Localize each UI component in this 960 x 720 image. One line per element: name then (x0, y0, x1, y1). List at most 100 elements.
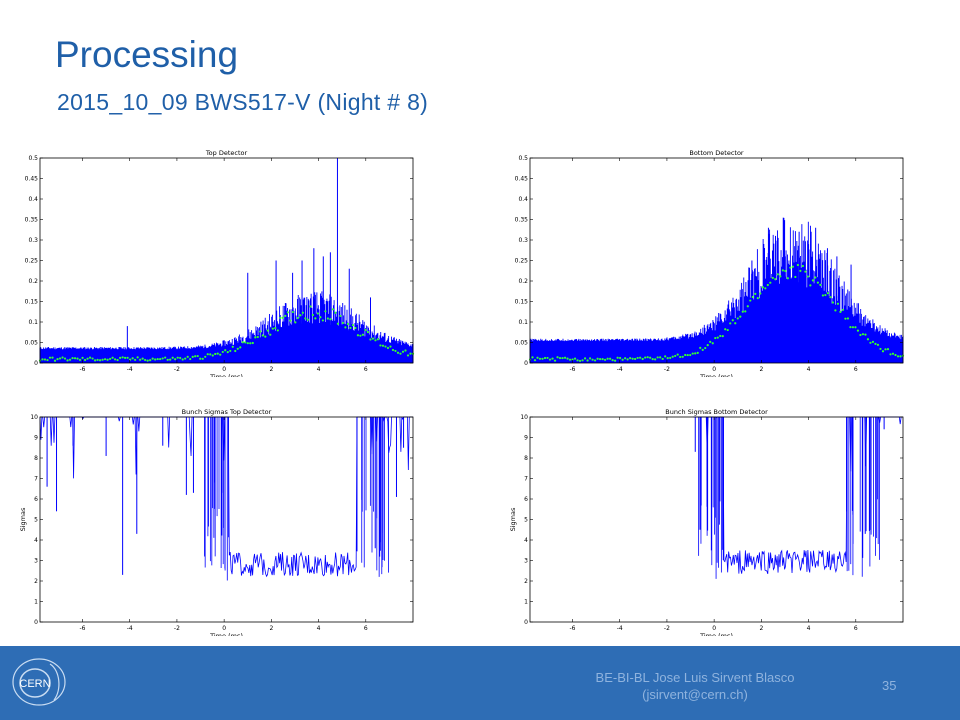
bunch-marker (146, 359, 149, 362)
y-tick-label: 10 (520, 414, 528, 421)
bunch-marker (856, 329, 860, 332)
bunch-marker (164, 356, 167, 359)
bunch-marker (724, 328, 727, 331)
bunch-marker (256, 335, 259, 339)
bunch-marker (729, 322, 732, 325)
chart-title: Top Detector (205, 149, 248, 157)
bunch-marker (149, 359, 152, 362)
data-layer (38, 158, 415, 363)
bunch-marker (86, 357, 89, 360)
bunch-marker (546, 356, 549, 360)
y-tick-label: 9 (34, 435, 38, 442)
bunch-marker (159, 357, 162, 361)
y-tick-label: 0.45 (515, 176, 529, 183)
x-axis-label: Time (ms) (699, 373, 733, 377)
bunch-marker (344, 326, 347, 329)
bunch-marker (61, 356, 64, 359)
y-tick-label: 0.1 (518, 319, 528, 326)
x-axis-label: Time (ms) (699, 632, 733, 636)
y-tick-label: 0.5 (518, 155, 528, 162)
bunch-marker (851, 326, 855, 329)
bunch-marker (879, 347, 882, 351)
page-number: 35 (882, 678, 897, 693)
bunch-marker (181, 358, 184, 361)
bunch-marker (669, 356, 672, 360)
y-tick-label: 4 (524, 537, 528, 544)
bunch-marker (846, 317, 850, 320)
y-tick-label: 8 (34, 455, 38, 462)
bunch-marker (536, 356, 539, 359)
y-tick-label: 0 (524, 360, 528, 367)
footer-author-email: (jsirvent@cern.ch) (642, 687, 748, 702)
bunch-marker (251, 341, 254, 345)
bunch-marker (241, 341, 244, 344)
x-tick-label: 2 (269, 625, 273, 632)
bunch-marker (244, 341, 247, 344)
bunch-marker (364, 328, 367, 332)
bunch-marker (553, 359, 557, 362)
bunch-marker (766, 283, 769, 287)
bunch-marker (756, 297, 759, 300)
bunch-marker (239, 346, 242, 349)
bunch-marker (384, 345, 387, 348)
footer-bar (0, 646, 960, 720)
bunch-marker (56, 358, 59, 361)
bunch-marker (779, 275, 782, 278)
signal-trace (529, 217, 904, 363)
bunch-marker (279, 316, 282, 320)
bunch-marker (824, 293, 827, 297)
x-tick-label: -2 (664, 625, 670, 632)
data-layer (39, 416, 413, 581)
bunch-marker (614, 359, 617, 362)
bunch-marker (563, 356, 567, 359)
bunch-marker (749, 299, 752, 302)
bunch-marker (701, 348, 704, 351)
bunch-marker (394, 349, 397, 353)
bunch-marker (666, 357, 669, 360)
bunch-marker (774, 278, 777, 281)
bunch-marker (141, 357, 144, 360)
bunch-marker (629, 357, 632, 360)
bunch-marker (134, 358, 137, 361)
bunch-marker (694, 352, 697, 355)
bunch-marker (609, 357, 612, 360)
bunch-marker (649, 356, 652, 359)
bunch-marker (68, 358, 72, 361)
bunch-marker (334, 311, 337, 314)
bunch-marker (43, 358, 47, 361)
x-tick-label: 2 (269, 366, 273, 373)
bunch-marker (381, 344, 385, 347)
bunch-marker (124, 356, 127, 359)
bunch-marker (596, 357, 599, 360)
bunch-marker (819, 283, 822, 286)
data-layer (528, 217, 905, 363)
bunch-marker (789, 266, 792, 269)
bunch-marker (588, 357, 592, 360)
x-tick-label: 4 (317, 625, 321, 632)
y-tick-label: 3 (34, 558, 38, 565)
bunch-marker (816, 281, 819, 284)
x-tick-label: 4 (807, 366, 811, 373)
bunch-marker (884, 348, 887, 351)
bunch-marker (661, 357, 664, 361)
y-tick-label: 7 (34, 476, 38, 483)
bunch-marker (161, 357, 164, 360)
bunch-marker (533, 359, 537, 362)
x-tick-label: 6 (364, 366, 368, 373)
bunch-marker (864, 333, 867, 336)
sigmas-bottom-detector-plot: Bunch Sigmas Bottom Detector Time (ms) Sig… (508, 404, 908, 636)
bunch-marker (624, 357, 627, 360)
bunch-marker (871, 340, 875, 343)
bunch-marker (881, 350, 885, 353)
bunch-marker (631, 357, 634, 360)
bunch-marker (891, 352, 895, 355)
bunch-marker (829, 296, 832, 299)
y-tick-label: 0.05 (25, 340, 39, 347)
bunch-marker (58, 357, 62, 360)
bunch-marker (671, 355, 674, 358)
bunch-marker (576, 359, 579, 362)
bunch-marker (606, 357, 609, 360)
y-tick-label: 5 (34, 517, 38, 524)
bunch-marker (349, 326, 352, 330)
bunch-marker (739, 315, 742, 318)
